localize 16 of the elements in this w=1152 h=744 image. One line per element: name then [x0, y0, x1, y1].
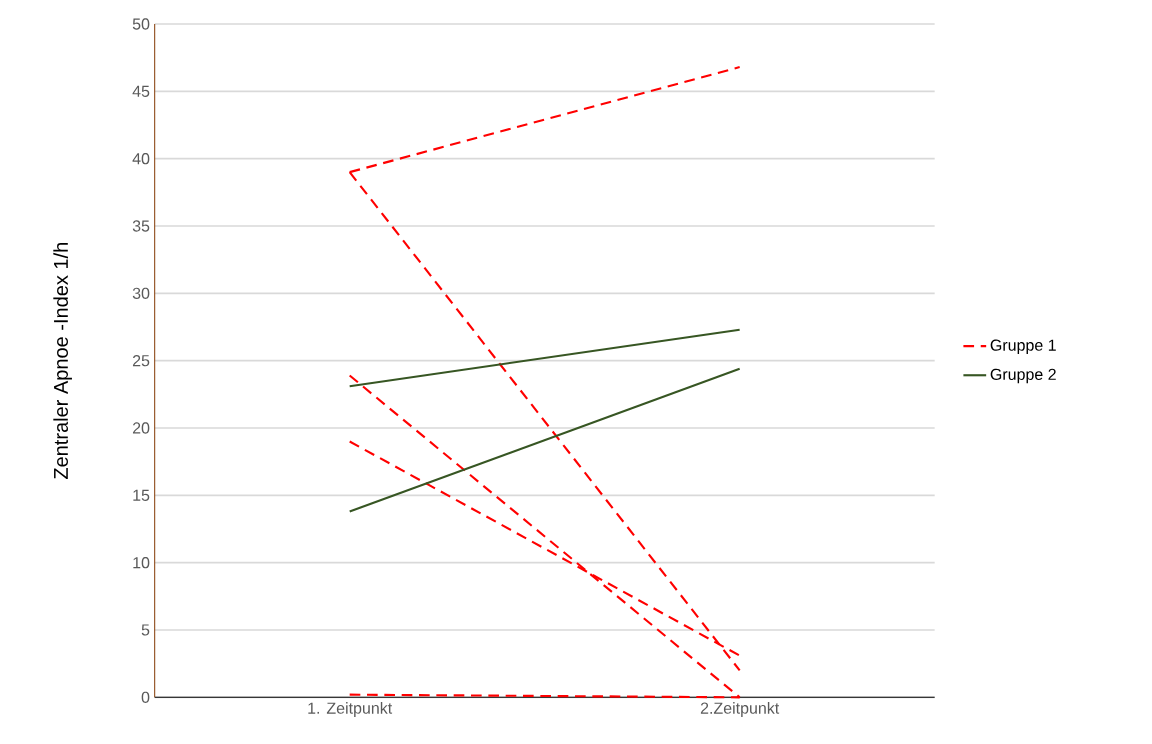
y-tick-label: 35: [132, 220, 150, 232]
x-tick-label: 1. Zeitpunkt: [308, 702, 393, 717]
y-tick-label: 50: [132, 18, 150, 30]
y-tick-label: 20: [132, 422, 150, 434]
y-tick-label: 10: [133, 557, 150, 569]
x-tick-label: 2.Zeitpunkt: [700, 702, 780, 717]
y-axis-title: Zentraler Apnoe -Index 1/h: [53, 243, 72, 479]
y-tick-label: 15: [133, 489, 150, 501]
legend-label: Gruppe 2: [990, 368, 1056, 384]
y-tick-label: 25: [132, 355, 150, 367]
y-tick-label: 30: [132, 287, 150, 299]
y-tick-label: 45: [132, 85, 150, 97]
y-tick-label: 40: [132, 153, 150, 165]
legend-label: Gruppe 1: [990, 339, 1056, 354]
y-tick-label: 5: [141, 624, 150, 636]
y-tick-label: 0: [141, 691, 150, 703]
